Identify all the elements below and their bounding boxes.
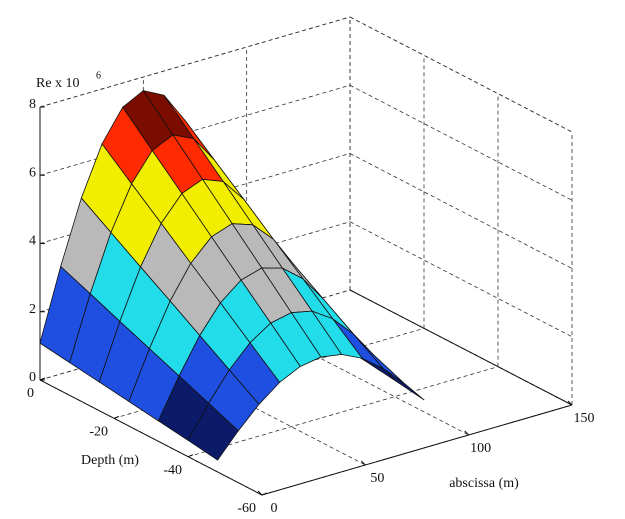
y-axis [261, 404, 573, 496]
y-tick [464, 430, 470, 436]
x-tick [113, 415, 120, 419]
x-tick [261, 492, 268, 496]
x-tick-label: -40 [163, 463, 182, 478]
y-tick-label: 150 [574, 411, 595, 426]
z-axis-label-exponent: 6 [96, 70, 101, 81]
z-axis-label: Re x 10 [36, 76, 80, 91]
z-tick-label: 2 [29, 302, 36, 317]
y-tick [567, 400, 573, 406]
box-edge [349, 16, 573, 133]
z-tick-label: 4 [29, 234, 36, 249]
box-edge [39, 16, 351, 108]
y-tick-label: 50 [370, 471, 384, 486]
grid-line [349, 153, 573, 269]
z-tick-label: 0 [29, 370, 36, 385]
y-tick [360, 460, 366, 466]
z-tick-label: 6 [29, 165, 36, 180]
x-tick [39, 377, 46, 381]
x-tick-label: -20 [89, 425, 108, 440]
floor-edge [349, 289, 573, 406]
z-tick-label: 8 [29, 97, 36, 112]
surface-group [39, 90, 425, 461]
y-tick-label: 100 [470, 441, 491, 456]
grid-line [349, 221, 573, 338]
x-tick [187, 454, 194, 458]
y-tick [257, 490, 263, 496]
grid-line [187, 366, 499, 458]
x-tick-label: 0 [27, 386, 34, 401]
x-axis-label: Depth (m) [81, 453, 139, 468]
x-axis [39, 379, 263, 496]
grid-line [349, 84, 573, 201]
grid-line [39, 84, 351, 176]
surface-patch [187, 402, 239, 461]
y-axis-label: abscissa (m) [449, 476, 519, 491]
x-tick-label: -60 [237, 501, 256, 516]
y-tick-label: 0 [271, 501, 278, 516]
